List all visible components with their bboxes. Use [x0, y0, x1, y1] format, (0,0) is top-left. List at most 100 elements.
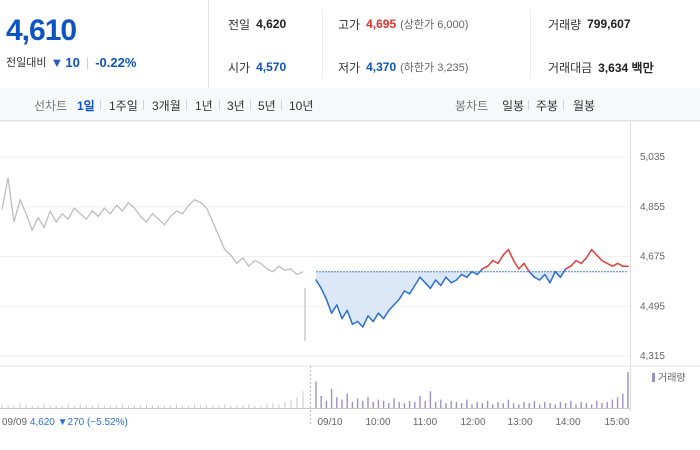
today-line-segment	[497, 254, 504, 265]
line-chart-label: 선차트	[34, 99, 68, 113]
volume-legend-swatch	[652, 373, 655, 382]
today-line-segment	[575, 259, 582, 265]
quote-header: 4,610 전일대비 ▼ 10 | -0.22% 전일 4,620 시가 4,5…	[0, 0, 700, 89]
today-line-segment	[590, 248, 598, 256]
today-line-segment	[445, 276, 452, 284]
today-line-segment	[450, 279, 458, 284]
low-price: 저가 4,370 (하한가 3,235)	[338, 60, 469, 75]
x-tick-label: 13:00	[507, 417, 532, 428]
today-line-segment	[367, 315, 374, 323]
today-line-segment	[429, 279, 437, 290]
down-triangle-icon: ▼	[50, 54, 64, 70]
today-line-segment	[601, 259, 608, 265]
today-line-segment	[523, 262, 530, 273]
today-line-segment	[356, 320, 364, 328]
volume: 거래량 799,607	[548, 17, 631, 32]
today-line-segment	[596, 254, 603, 262]
today-line-segment	[330, 304, 338, 314]
trade-amount: 거래대금 3,634 백만	[548, 60, 654, 75]
today-line-segment	[549, 270, 556, 284]
today-line-segment	[580, 257, 588, 265]
today-line-segment	[538, 273, 546, 281]
prev-close: 전일 4,620	[228, 17, 287, 32]
candle-weekly[interactable]: 주봉	[536, 99, 559, 113]
period-1y[interactable]: 1년	[195, 99, 213, 113]
candle-daily[interactable]: 일봉	[502, 99, 525, 113]
today-line-segment	[336, 304, 343, 320]
chart-toolbar: 선차트 1일 1주일 3개월 1년 3년 5년 10년 봉차트 일봉 주봉 월봉	[0, 88, 700, 121]
today-line-segment	[492, 259, 499, 265]
x-tick-label: 12:00	[460, 417, 485, 428]
period-1d[interactable]: 1일	[77, 99, 95, 113]
today-line-segment	[372, 312, 380, 323]
today-line-segment	[455, 273, 463, 281]
today-line-segment	[419, 276, 426, 284]
today-line-segment	[393, 298, 400, 306]
today-line-segment	[377, 312, 385, 320]
candle-chart-label: 봉차트	[455, 99, 489, 113]
today-line-segment	[320, 287, 328, 301]
change-percent: -0.22%	[95, 54, 137, 70]
price-box: 4,610 전일대비 ▼ 10 | -0.22%	[0, 0, 209, 88]
today-line-segment	[512, 259, 520, 270]
today-line-segment	[533, 276, 541, 281]
period-10y[interactable]: 10년	[289, 99, 314, 113]
prev-day-date: 09/09	[2, 417, 30, 428]
today-line-segment	[507, 248, 515, 262]
change-value: 10	[65, 54, 80, 70]
y-tick-label: 4,855	[640, 202, 665, 213]
y-tick-label: 4,495	[640, 301, 665, 312]
today-line-segment	[341, 309, 348, 320]
today-line-segment	[466, 270, 473, 278]
today-line-segment	[486, 259, 494, 267]
today-line-segment	[518, 262, 525, 270]
period-3y[interactable]: 3년	[227, 99, 245, 113]
today-line-segment	[554, 270, 562, 278]
today-line-segment	[481, 265, 489, 270]
open-price: 시가 4,570	[228, 60, 287, 75]
today-line-segment	[616, 262, 624, 267]
today-line-segment	[564, 265, 572, 270]
today-line-segment	[382, 309, 390, 320]
today-line-segment	[362, 315, 369, 328]
today-line-segment	[502, 248, 510, 256]
today-line-segment	[528, 270, 536, 278]
today-line-segment	[460, 273, 468, 278]
y-tick-label: 4,315	[640, 351, 665, 362]
y-tick-label: 4,675	[640, 252, 665, 263]
today-line-segment	[585, 248, 593, 259]
today-line-segment	[325, 298, 333, 314]
today-line-segment	[424, 282, 432, 290]
today-line-segment	[388, 304, 395, 312]
x-tick-label: 15:00	[604, 417, 629, 428]
prev-day-change: 4,620 ▼270 (−5.52%)	[30, 417, 128, 428]
today-line-segment	[559, 268, 567, 278]
today-line-segment	[570, 259, 577, 267]
x-tick-label: 14:00	[555, 417, 580, 428]
today-line-segment	[346, 309, 354, 325]
x-tick-label: 11:00	[413, 417, 438, 428]
x-tick-label: 10:00	[365, 417, 390, 428]
prev-day-summary: 09/09 4,620 ▼270 (−5.52%)	[2, 417, 128, 428]
period-5y[interactable]: 5년	[258, 99, 276, 113]
period-3m[interactable]: 3개월	[152, 99, 181, 113]
today-line-segment	[408, 284, 416, 295]
today-line-segment	[476, 268, 484, 276]
today-line-segment	[471, 270, 478, 276]
today-line-segment	[611, 262, 619, 267]
today-line-segment	[544, 273, 551, 284]
prev-day-line	[1, 177, 304, 276]
period-1w[interactable]: 1주일	[109, 99, 138, 113]
today-line-segment	[403, 290, 411, 295]
y-tick-label: 5,035	[640, 152, 665, 163]
price-change: 전일대비 ▼ 10 | -0.22%	[6, 54, 137, 70]
today-line-segment	[398, 290, 406, 301]
today-line-segment	[440, 276, 447, 287]
candle-monthly[interactable]: 월봉	[573, 99, 596, 113]
today-line-segment	[606, 262, 614, 267]
x-tick-label: 09/10	[317, 417, 342, 428]
current-price: 4,610	[6, 14, 77, 47]
today-line-segment	[434, 279, 442, 287]
today-line-segment	[315, 279, 322, 290]
today-line-segment	[351, 320, 359, 325]
